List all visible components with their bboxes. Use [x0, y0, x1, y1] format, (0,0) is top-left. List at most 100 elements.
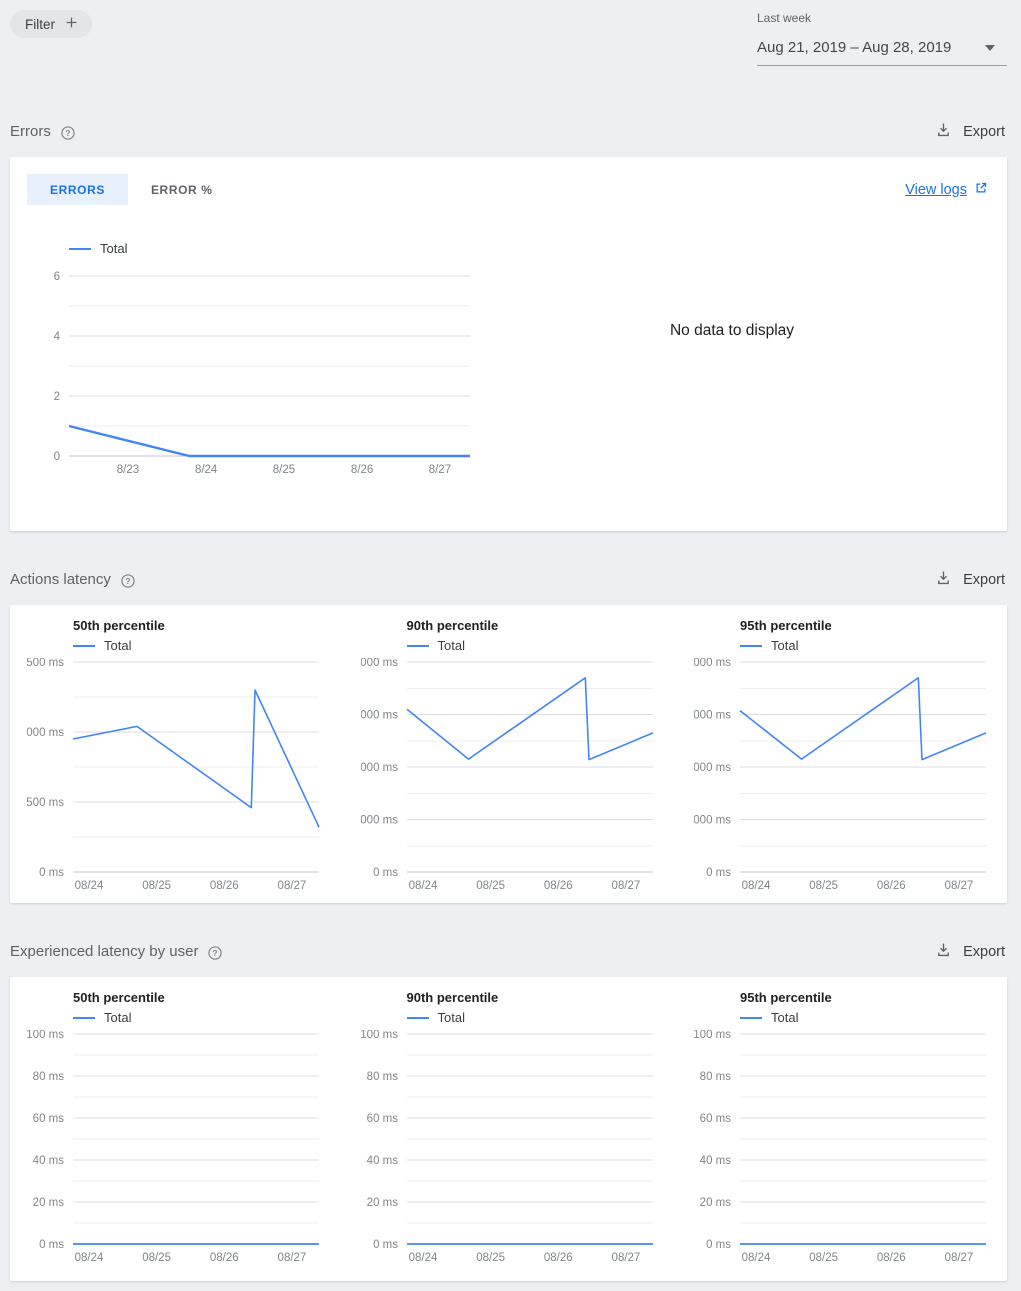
user-latency-export-button[interactable]: Export	[933, 937, 1007, 966]
svg-text:08/26: 08/26	[543, 880, 572, 892]
chart-legend: Total	[406, 1010, 657, 1025]
actions-latency-section-header: Actions latency ? Export	[10, 565, 1007, 594]
svg-text:08/26: 08/26	[210, 1252, 239, 1264]
chart-legend: Total	[69, 241, 474, 256]
user-p90-plot: 0 ms 20 ms 40 ms 60 ms 80 ms 100 ms 08/24 08/25…	[361, 1030, 653, 1264]
toolbar: Filter Last week Aug 21, 2019 – Aug 28, …	[10, 10, 1007, 66]
svg-text:8/24: 8/24	[195, 464, 218, 476]
legend-line-swatch	[406, 1016, 429, 1019]
svg-text:8/23: 8/23	[117, 464, 139, 476]
svg-text:0 ms: 0 ms	[373, 867, 398, 879]
svg-text:1000 ms: 1000 ms	[27, 727, 64, 739]
legend-line-swatch	[69, 247, 91, 250]
errors-section-header: Errors ? Export	[10, 117, 1007, 146]
help-icon[interactable]: ?	[60, 125, 76, 141]
legend-label: Total	[437, 638, 465, 653]
svg-text:08/24: 08/24	[408, 1252, 437, 1264]
svg-text:08/25: 08/25	[142, 1252, 171, 1264]
svg-text:08/27: 08/27	[278, 1252, 307, 1264]
svg-text:8/26: 8/26	[351, 464, 373, 476]
svg-text:4: 4	[54, 331, 61, 343]
help-icon[interactable]: ?	[207, 945, 223, 961]
svg-text:0 ms: 0 ms	[39, 1239, 64, 1251]
actions-p50-chart: 50th percentile Total 0 ms 500 ms 1000 ms 1…	[27, 618, 323, 897]
chevron-down-icon	[985, 44, 995, 51]
svg-text:08/26: 08/26	[877, 880, 906, 892]
download-icon	[935, 941, 952, 962]
svg-text:?: ?	[125, 576, 130, 586]
svg-text:0 ms: 0 ms	[373, 1239, 398, 1251]
date-range-picker[interactable]: Last week Aug 21, 2019 – Aug 28, 2019	[757, 10, 1007, 66]
errors-line-plot: 0 2 4 6 8/23 8/24 8/25 8/26 8/27	[54, 271, 470, 476]
legend-label: Total	[104, 638, 132, 653]
chart-legend: Total	[73, 638, 323, 653]
user-p95-chart: 95th percentile Total 0 ms 20 ms 40 ms 60 m…	[694, 990, 990, 1275]
svg-text:80 ms: 80 ms	[700, 1071, 732, 1083]
view-logs-link[interactable]: View logs	[905, 181, 988, 199]
tab-errors[interactable]: ERRORS	[27, 174, 128, 205]
svg-text:?: ?	[65, 128, 70, 138]
user-p50-plot: 0 ms 20 ms 40 ms 60 ms 80 ms 100 ms 08/24 08/25…	[27, 1030, 319, 1264]
legend-line-swatch	[740, 1016, 762, 1019]
chart-legend: Total	[740, 1010, 990, 1025]
actions-p95-plot: 0 ms 2000 ms 4000 ms 6000 ms 8000 ms 08/24 08/…	[694, 658, 987, 892]
svg-text:4000 ms: 4000 ms	[361, 762, 398, 774]
errors-export-button[interactable]: Export	[933, 117, 1007, 146]
svg-text:08/27: 08/27	[278, 880, 307, 892]
no-data-message: No data to display	[669, 321, 795, 339]
svg-text:6000 ms: 6000 ms	[694, 710, 731, 722]
errors-section-title: Errors	[10, 123, 51, 140]
user-p90-chart: 90th percentile Total 0 ms 20 ms 40 ms 60 m…	[361, 990, 657, 1275]
date-range-select[interactable]: Aug 21, 2019 – Aug 28, 2019	[757, 39, 1007, 66]
svg-text:08/24: 08/24	[75, 880, 104, 892]
chart-legend: Total	[73, 1010, 323, 1025]
svg-text:8/27: 8/27	[429, 464, 451, 476]
svg-text:60 ms: 60 ms	[33, 1113, 65, 1125]
legend-label: Total	[771, 638, 799, 653]
svg-text:1500 ms: 1500 ms	[27, 658, 64, 669]
svg-text:4000 ms: 4000 ms	[694, 762, 731, 774]
filter-button[interactable]: Filter	[10, 10, 92, 38]
legend-line-swatch	[73, 644, 95, 647]
export-label: Export	[963, 571, 1005, 588]
svg-text:20 ms: 20 ms	[700, 1197, 732, 1209]
svg-text:80 ms: 80 ms	[33, 1071, 65, 1083]
legend-label: Total	[104, 1010, 132, 1025]
actions-latency-export-button[interactable]: Export	[933, 565, 1007, 594]
svg-text:08/25: 08/25	[142, 880, 171, 892]
svg-text:0 ms: 0 ms	[706, 867, 731, 879]
external-link-icon	[974, 181, 988, 199]
download-icon	[935, 121, 952, 142]
svg-text:08/25: 08/25	[809, 1252, 838, 1264]
svg-text:8000 ms: 8000 ms	[694, 658, 731, 669]
date-range-value: Aug 21, 2019 – Aug 28, 2019	[757, 39, 952, 56]
svg-text:0: 0	[54, 451, 60, 463]
svg-text:20 ms: 20 ms	[366, 1197, 398, 1209]
svg-text:8/25: 8/25	[273, 464, 295, 476]
svg-text:08/24: 08/24	[742, 1252, 771, 1264]
help-icon[interactable]: ?	[120, 573, 136, 589]
svg-text:08/24: 08/24	[408, 880, 437, 892]
chart-title: 90th percentile	[406, 618, 499, 633]
svg-text:08/26: 08/26	[877, 1252, 906, 1264]
user-latency-title: Experienced latency by user	[10, 943, 199, 960]
user-latency-card: 50th percentile Total 0 ms 20 ms 40 ms 60 m…	[10, 977, 1007, 1281]
download-icon	[935, 569, 952, 590]
errors-tab-bar: ERRORS ERROR %	[27, 174, 236, 205]
svg-text:500 ms: 500 ms	[27, 797, 64, 809]
chart-title: 50th percentile	[73, 990, 165, 1005]
plus-icon	[64, 15, 79, 33]
tab-error-percent[interactable]: ERROR %	[128, 174, 236, 205]
legend-label: Total	[771, 1010, 799, 1025]
svg-text:08/25: 08/25	[476, 1252, 505, 1264]
view-logs-label: View logs	[905, 181, 967, 198]
chart-title: 95th percentile	[740, 990, 832, 1005]
legend-line-swatch	[73, 1016, 95, 1019]
user-p50-chart: 50th percentile Total 0 ms 20 ms 40 ms 60 m…	[27, 990, 323, 1275]
chart-title: 95th percentile	[740, 618, 832, 633]
svg-text:08/24: 08/24	[742, 880, 771, 892]
export-label: Export	[963, 943, 1005, 960]
actions-p90-chart: 90th percentile Total 0 ms 2000 ms 4000 ms…	[361, 618, 657, 897]
svg-text:100 ms: 100 ms	[361, 1030, 398, 1041]
svg-text:0 ms: 0 ms	[706, 1239, 731, 1251]
